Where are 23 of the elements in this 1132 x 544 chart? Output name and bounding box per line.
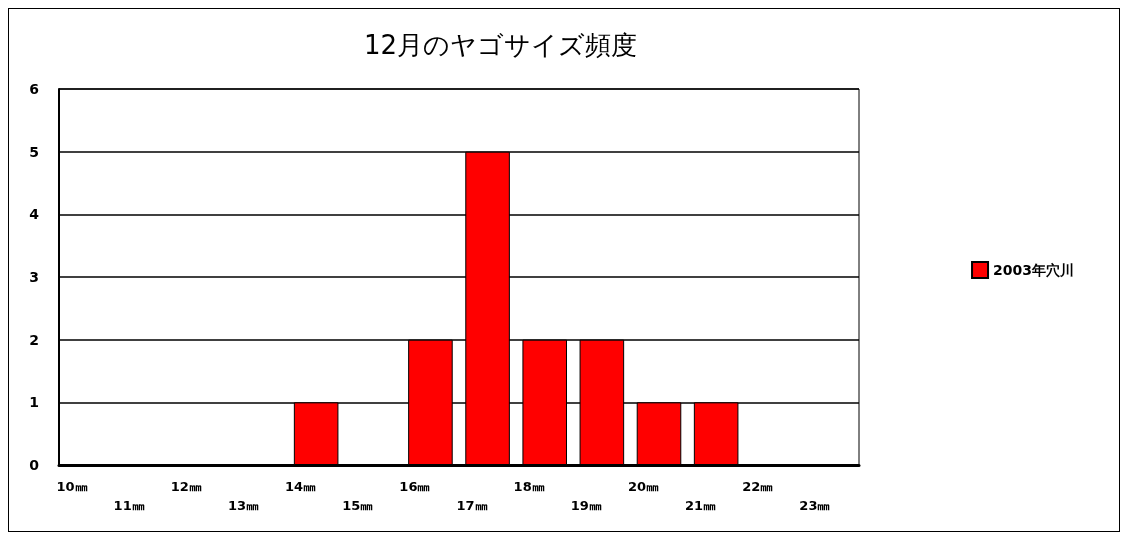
x-tick-label: 21㎜ (685, 498, 717, 513)
x-tick-label: 22㎜ (742, 479, 774, 494)
x-tick-label: 13㎜ (227, 498, 259, 513)
x-tick-label: 10㎜ (56, 479, 88, 494)
chart-title: 12月のヤゴサイズ頻度 (364, 30, 638, 60)
x-tick-label: 18㎜ (513, 479, 545, 494)
x-tick-label: 11㎜ (113, 498, 145, 513)
legend-label: 2003年穴川 (993, 262, 1074, 278)
x-tick-label: 16㎜ (399, 479, 431, 494)
x-tick-label: 17㎜ (456, 498, 488, 513)
y-tick-label: 1 (29, 394, 39, 411)
x-tick-label: 15㎜ (342, 498, 374, 513)
x-tick-label: 23㎜ (799, 498, 831, 513)
x-tick-label: 19㎜ (570, 498, 602, 513)
y-tick-label: 2 (29, 331, 39, 348)
x-tick-label: 12㎜ (170, 479, 202, 494)
x-tick-label: 14㎜ (285, 479, 317, 494)
y-tick-label: 0 (29, 457, 40, 473)
y-tick-label: 4 (29, 206, 40, 223)
x-tick-label: 20㎜ (627, 479, 659, 494)
y-tick-label: 5 (29, 143, 39, 160)
y-tick-label: 3 (29, 269, 39, 285)
y-tick-label: 6 (29, 81, 39, 97)
